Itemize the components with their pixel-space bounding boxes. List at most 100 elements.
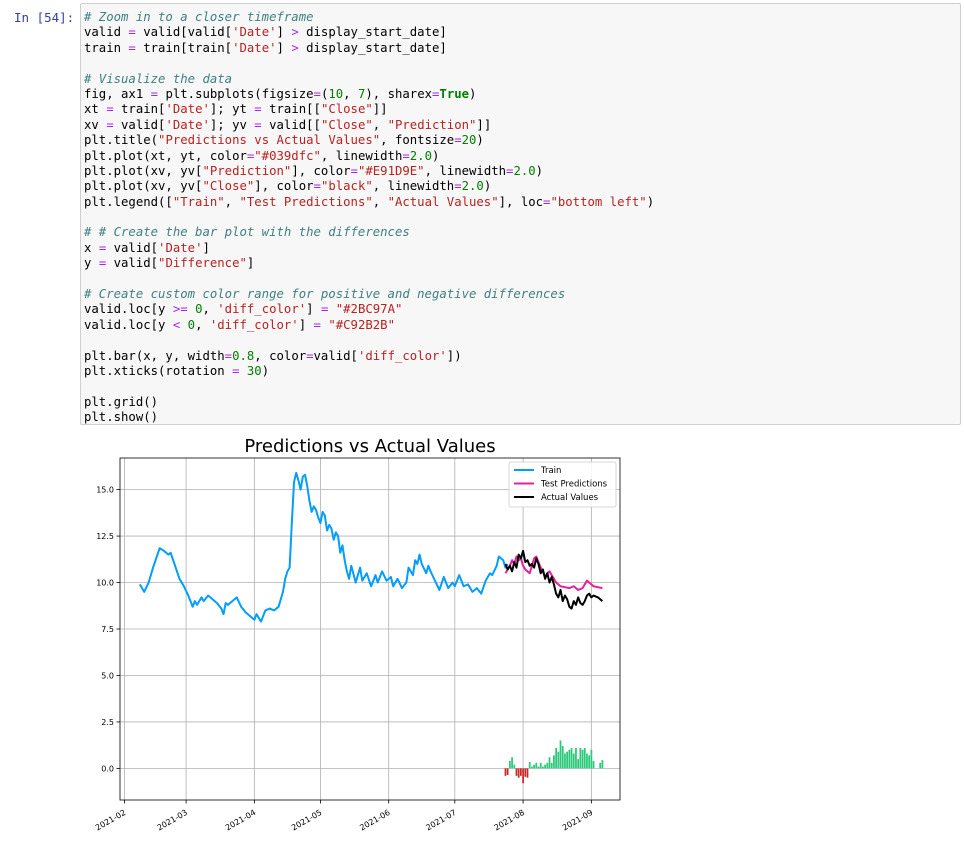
x-tick-label: 2021-05 [290, 808, 323, 833]
cell-prompt: In [54]: [14, 10, 75, 25]
code-token: valid[ [113, 117, 166, 132]
code-token: ] [276, 40, 292, 55]
positive-difference-bar [579, 747, 582, 769]
code-token: "bottom left" [550, 194, 647, 209]
positive-difference-bar [568, 749, 571, 769]
code-token: = [128, 40, 136, 55]
code-token: 'diff_color' [357, 348, 447, 363]
code-token: = [454, 133, 462, 148]
code-line: # # Create the bar plot with the differe… [84, 225, 654, 240]
code-token: 'diff_color' [217, 302, 307, 317]
code-line: # Create custom color range for positive… [84, 287, 654, 302]
y-tick-label: 10.0 [96, 579, 114, 588]
code-token: = [254, 102, 262, 117]
code-token: = [254, 117, 262, 132]
code-token: 'Date' [232, 40, 277, 55]
code-token: 0.8 [232, 348, 255, 363]
positive-difference-bar [561, 746, 564, 769]
code-token: "#C92B2B" [328, 317, 395, 332]
positive-difference-bar [570, 747, 573, 769]
code-token: > [291, 40, 299, 55]
code-token: plt.show() [84, 410, 159, 425]
code-token: = [313, 86, 321, 101]
positive-difference-bar [539, 762, 542, 769]
code-editor[interactable]: # Zoom in to a closer timeframe valid = v… [84, 10, 654, 426]
code-line: # Zoom in to a closer timeframe [84, 10, 654, 25]
code-token: 2.0 [409, 148, 432, 163]
code-token: ], color [254, 179, 314, 194]
code-token: ) [646, 194, 655, 209]
code-line: valid.loc[y < 0, 'diff_color'] = "#C92B2… [84, 318, 654, 333]
code-line: y = valid["Difference"] [84, 256, 654, 271]
code-token: < [172, 317, 181, 332]
predictions-chart: Predictions vs Actual Values 0.0 2.5 5.0 7.5… [94, 436, 621, 833]
positive-difference-bar [599, 762, 602, 769]
code-token: 'Date' [158, 240, 203, 255]
code-token: = [402, 148, 410, 163]
code-token: 'Date' [165, 117, 210, 132]
code-line: x = valid['Date'] [84, 241, 654, 256]
code-token: train[[ [261, 102, 321, 117]
code-token: plt.title( [84, 133, 159, 148]
code-token: # Visualize the data [84, 71, 233, 86]
code-token: "Test Predictions" [239, 194, 373, 209]
code-line: valid = valid[valid['Date'] > display_st… [84, 25, 654, 40]
code-token: ] [276, 25, 292, 40]
code-token: valid.loc[y [84, 302, 173, 317]
code-token: ] [246, 256, 255, 271]
code-token: "Actual Values" [387, 194, 499, 209]
code-token: ) [483, 179, 492, 194]
code-token: # Create custom color range for positive… [84, 287, 566, 302]
code-token: ]) [446, 348, 462, 363]
code-line: plt.bar(x, y, width=0.8, color=valid['di… [84, 349, 654, 364]
code-token: = [313, 317, 321, 332]
negative-difference-bar [517, 768, 520, 778]
code-token: "Close" [320, 102, 373, 117]
code-line: plt.grid() [84, 395, 654, 410]
code-token: , linewidth [424, 163, 507, 178]
code-token: , linewidth [372, 179, 455, 194]
code-token: 7 [357, 86, 366, 101]
code-token: plt.plot(xv, yv[ [84, 163, 203, 178]
code-token: plt.xticks(rotation [84, 363, 233, 378]
positive-difference-bar [564, 753, 566, 769]
code-token: 'Date' [165, 102, 210, 117]
positive-difference-bar [555, 747, 558, 769]
code-token [188, 302, 195, 316]
code-token: , [195, 317, 210, 332]
code-token: fig, ax1 [84, 86, 151, 101]
code-token: ), sharex [365, 86, 433, 101]
code-token: 2.0 [461, 179, 484, 194]
code-token: x [84, 240, 99, 255]
positive-difference-bar [544, 764, 546, 769]
legend-label: Test Predictions [540, 480, 608, 490]
positive-difference-bar [588, 755, 591, 769]
chart-title: Predictions vs Actual Values [244, 436, 495, 457]
code-token: = [98, 256, 107, 271]
code-token: 10 [328, 86, 344, 101]
legend-box [508, 461, 617, 508]
positive-difference-bar [537, 766, 540, 769]
code-token: = [224, 348, 233, 363]
code-line: plt.legend(["Train", "Test Predictions",… [84, 195, 654, 210]
code-token: ) [535, 163, 544, 178]
x-tick-label: 2021-09 [561, 808, 594, 833]
train-line [138, 471, 509, 623]
code-token: # Zoom in to a closer timeframe [84, 10, 314, 24]
code-token: True [439, 86, 470, 101]
code-token: = [506, 163, 514, 178]
code-token: ]; yt [209, 102, 255, 117]
code-line: fig, ax1 = plt.subplots(figsize=(10, 7),… [84, 87, 654, 102]
code-line [84, 333, 654, 348]
positive-difference-bar [546, 762, 549, 769]
code-token: ]] [372, 102, 388, 117]
code-token: = [150, 86, 159, 101]
positive-difference-bar [528, 761, 531, 769]
code-token: , [372, 117, 388, 132]
y-tick-label: 5.0 [101, 671, 114, 680]
y-tick-label: 0.0 [101, 764, 114, 773]
code-line: plt.xticks(rotation = 30) [84, 364, 654, 379]
code-cell-input[interactable]: # Zoom in to a closer timeframe valid = v… [80, 3, 961, 425]
code-token: 20 [461, 133, 477, 148]
y-tick-label: 7.5 [101, 625, 114, 634]
